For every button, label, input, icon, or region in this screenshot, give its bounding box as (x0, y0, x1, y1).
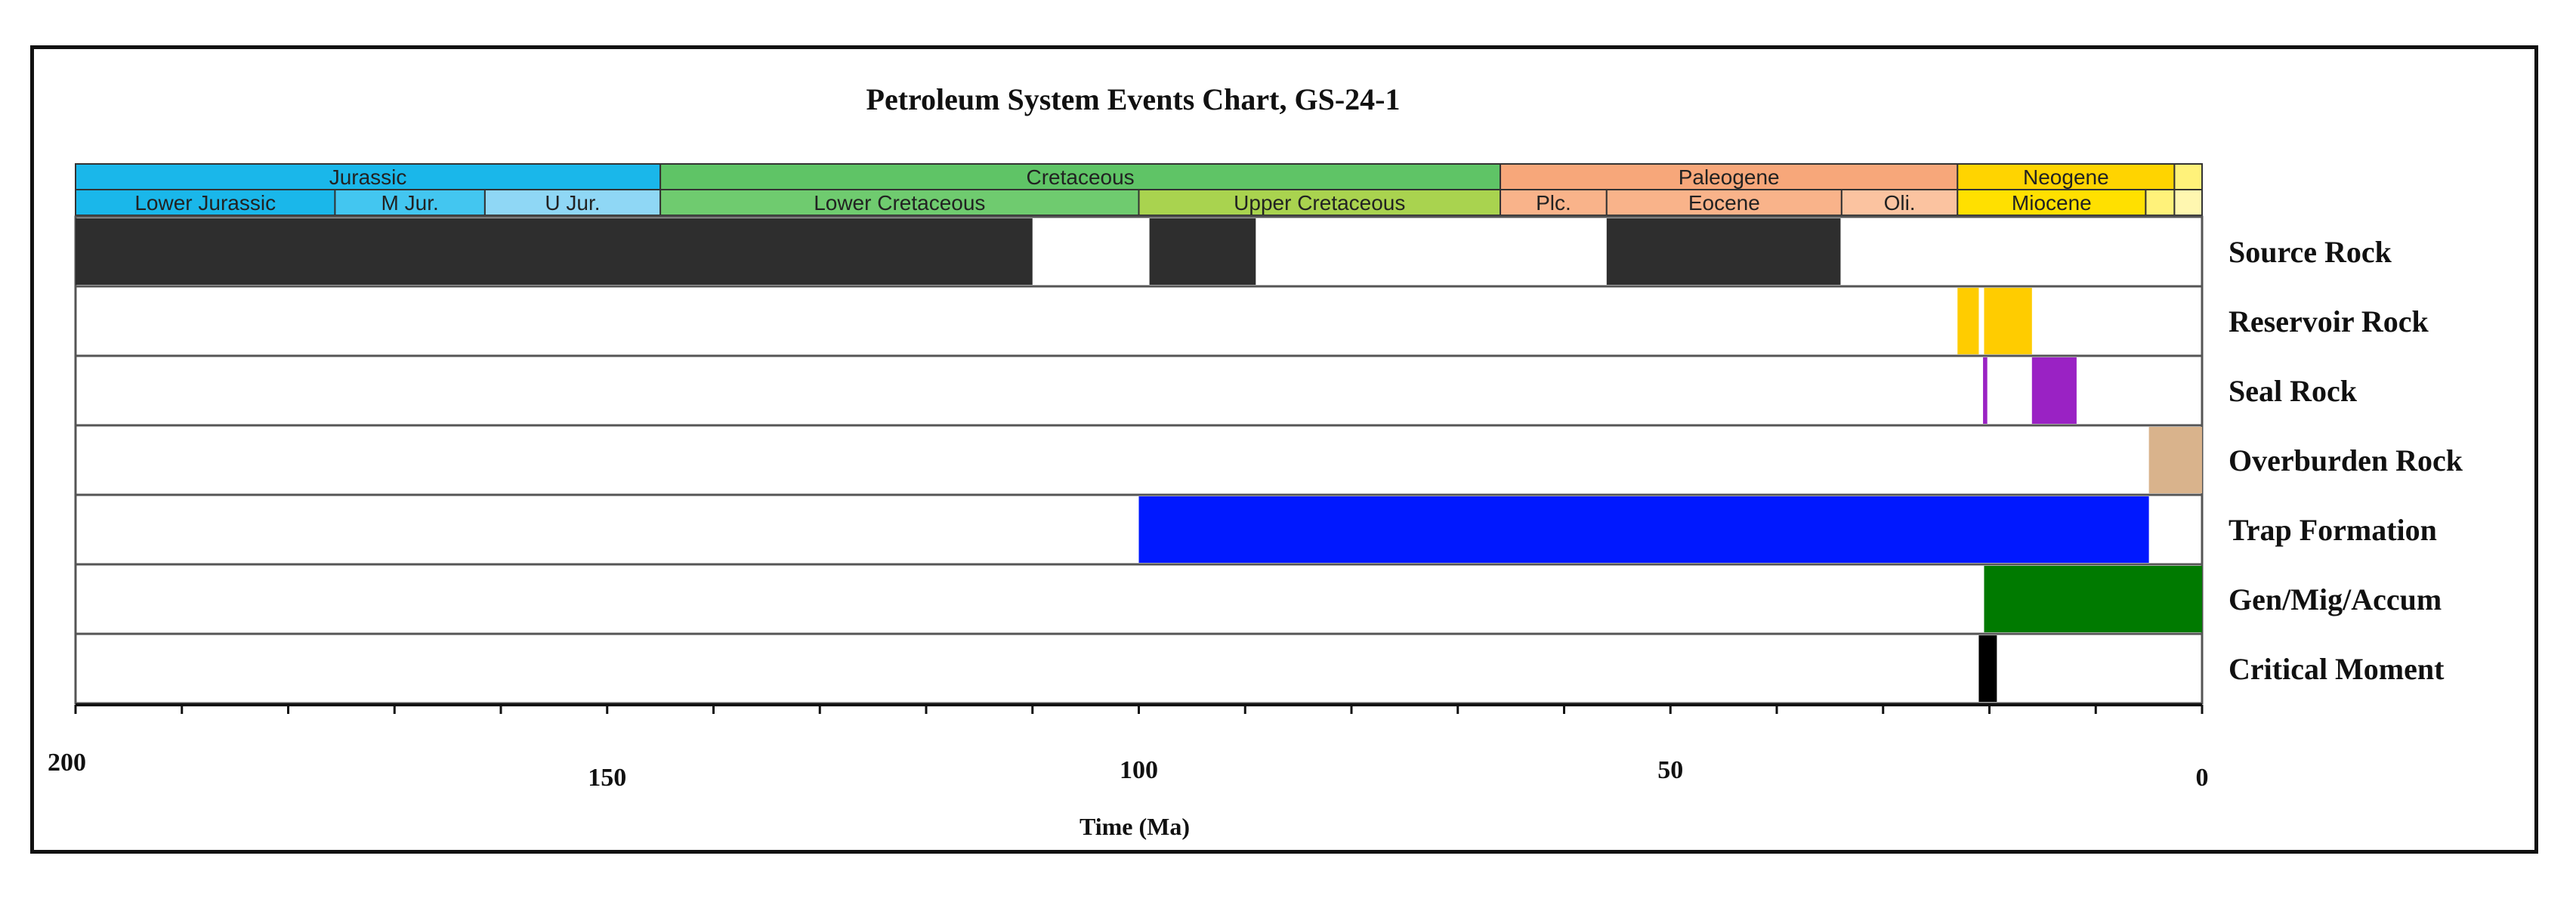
time-axis: 200 150 100 50 0 (48, 703, 2209, 792)
epoch-miocene-label: Miocene (2012, 191, 2092, 215)
epoch-m-jur-label: M Jur. (381, 191, 439, 215)
source-rock-bar-1 (76, 218, 1033, 285)
x-tick-label-0: 0 (2196, 764, 2209, 792)
source-rock-bar-3 (1606, 218, 1841, 285)
time-scale: Jurassic Cretaceous Paleogene Neogene Lower … (75, 163, 2204, 216)
epoch-miocene-box (1957, 189, 2147, 216)
epoch-blank-box (2145, 189, 2176, 216)
reservoir-rock-row (74, 285, 2204, 357)
epoch-u-jur-label: U Jur. (545, 191, 600, 215)
epoch-u-jur-box (483, 189, 662, 216)
critical-moment-label: Critical Moment (2229, 652, 2445, 686)
seal-rock-row (74, 354, 2204, 427)
event-rows: Source Rock Reservoir Rock Seal Rock Overbu… (74, 215, 2463, 705)
reservoir-rock-label: Reservoir Rock (2229, 304, 2429, 338)
gen-mig-accum-bar-1 (1984, 566, 2202, 632)
overburden-rock-bar-1 (2148, 427, 2202, 493)
seal-rock-bar-1 (1983, 357, 1988, 424)
period-jurassic-label: Jurassic (329, 165, 407, 189)
chart-frame: Petroleum System Events Chart, GS-24-1 J… (30, 45, 2538, 854)
epoch-m-jur-box (334, 189, 486, 216)
x-tick-label-50: 50 (1657, 756, 1683, 784)
reservoir-rock-bar-1 (1957, 288, 1979, 354)
trap-formation-label: Trap Formation (2229, 513, 2437, 547)
epoch-upper-cretaceous-label: Upper Cretaceous (1234, 191, 1405, 215)
source-rock-label: Source Rock (2229, 235, 2392, 269)
gen-mig-accum-row (74, 563, 2204, 635)
epoch-lower-cretaceous-box (659, 189, 1140, 216)
reservoir-rock-bar-2 (1984, 288, 2032, 354)
epoch-oli-label: Oli. (1884, 191, 1916, 215)
gen-mig-accum-label: Gen/Mig/Accum (2229, 582, 2442, 616)
period-paleogene-label: Paleogene (1679, 165, 1780, 189)
epoch-eocene-label: Eocene (1688, 191, 1760, 215)
period-cretaceous-label: Cretaceous (1026, 165, 1134, 189)
epoch-oli-box (1840, 189, 1959, 216)
seal-rock-label: Seal Rock (2229, 374, 2358, 408)
epoch-blank-box (2173, 189, 2204, 216)
epoch-lower-jurassic-box (75, 189, 336, 216)
period-cretaceous-box (659, 163, 1502, 190)
x-axis-label: Time (Ma) (1080, 813, 1190, 840)
epoch-plc-label: Plc. (1536, 191, 1571, 215)
period-blank-box (2173, 163, 2204, 190)
overburden-rock-label: Overburden Rock (2229, 443, 2463, 477)
seal-rock-bar-2 (2031, 357, 2077, 424)
overburden-rock-row (74, 424, 2204, 496)
trap-formation-bar-1 (1138, 496, 2149, 563)
epoch-upper-cretaceous-box (1138, 189, 1502, 216)
critical-moment-row (74, 632, 2204, 705)
source-rock-bar-2 (1149, 218, 1256, 285)
critical-moment-bar-1 (1978, 635, 1997, 702)
x-tick-label-200: 200 (48, 749, 86, 777)
epoch-lower-cretaceous-label: Lower Cretaceous (814, 191, 985, 215)
x-tick-label-100: 100 (1120, 756, 1158, 784)
period-jurassic-box (75, 163, 662, 190)
chart-svg: Petroleum System Events Chart, GS-24-1 J… (48, 82, 2463, 840)
epoch-lower-jurassic-label: Lower Jurassic (134, 191, 276, 215)
epoch-plc-box (1500, 189, 1608, 216)
period-neogene-label: Neogene (2023, 165, 2109, 189)
chart-title: Petroleum System Events Chart, GS-24-1 (866, 82, 1401, 116)
x-tick-label-150: 150 (588, 764, 626, 792)
